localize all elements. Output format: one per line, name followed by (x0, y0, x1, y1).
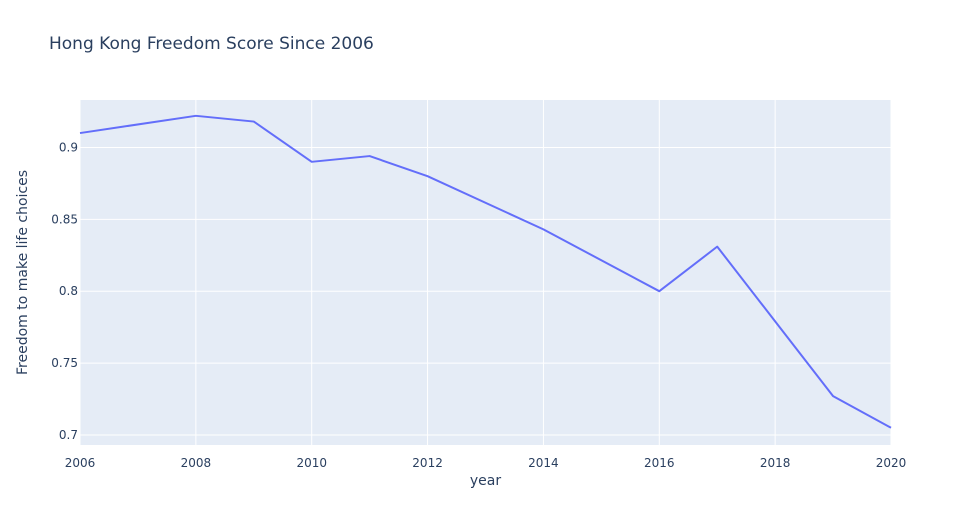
y-axis-title: Freedom to make life choices (15, 170, 31, 375)
chart-title: Hong Kong Freedom Score Since 2006 (49, 34, 374, 54)
x-axis-ticks: 2006 2008 2010 2012 2014 2016 2018 2020 (65, 456, 907, 470)
x-tick-label: 2006 (65, 456, 96, 470)
y-axis-ticks: 0.7 0.75 0.8 0.85 0.9 (51, 140, 78, 442)
y-tick-label: 0.85 (51, 212, 78, 226)
series-line (79, 114, 892, 429)
x-tick-label: 2014 (528, 456, 559, 470)
x-tick-label: 2020 (876, 456, 907, 470)
y-tick-label: 0.9 (59, 140, 78, 154)
x-tick-label: 2012 (412, 456, 443, 470)
x-tick-label: 2016 (644, 456, 675, 470)
y-tick-label: 0.8 (59, 284, 78, 298)
gridlines (79, 100, 892, 445)
series-layer (79, 114, 892, 429)
x-tick-label: 2018 (760, 456, 791, 470)
x-axis-title: year (470, 473, 501, 489)
x-tick-label: 2008 (181, 456, 212, 470)
y-tick-label: 0.7 (59, 428, 78, 442)
y-tick-label: 0.75 (51, 356, 78, 370)
x-tick-label: 2010 (296, 456, 327, 470)
plot-area (80, 100, 891, 445)
